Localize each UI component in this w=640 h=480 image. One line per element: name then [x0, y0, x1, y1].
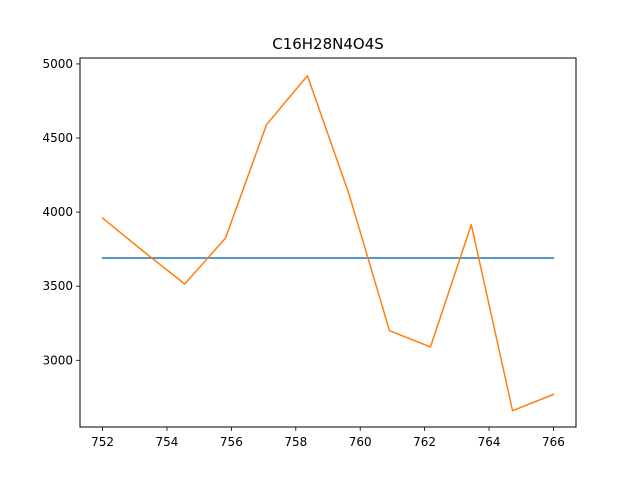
x-tick-label: 752 [91, 435, 114, 449]
x-tick-label: 760 [349, 435, 372, 449]
series-line-2 [101, 75, 555, 412]
y-tick-label: 5000 [42, 57, 73, 71]
x-tick-label: 758 [284, 435, 307, 449]
y-tick-label: 3500 [42, 279, 73, 293]
plot-area-frame [79, 57, 577, 428]
y-tick-label: 3000 [42, 353, 73, 367]
x-axis: 752 754 756 758 760 762 764 766 [91, 427, 565, 449]
y-tick-label: 4500 [42, 131, 73, 145]
x-tick-label: 764 [478, 435, 501, 449]
y-tick-label: 4000 [42, 205, 73, 219]
chart-title: C16H28N4O4S [272, 35, 384, 53]
y-axis: 3000 3500 4000 4500 5000 [42, 57, 80, 367]
x-tick-label: 756 [220, 435, 243, 449]
series-layer [101, 75, 555, 412]
x-tick-label: 762 [413, 435, 436, 449]
x-tick-label: 766 [542, 435, 565, 449]
x-tick-label: 754 [156, 435, 179, 449]
